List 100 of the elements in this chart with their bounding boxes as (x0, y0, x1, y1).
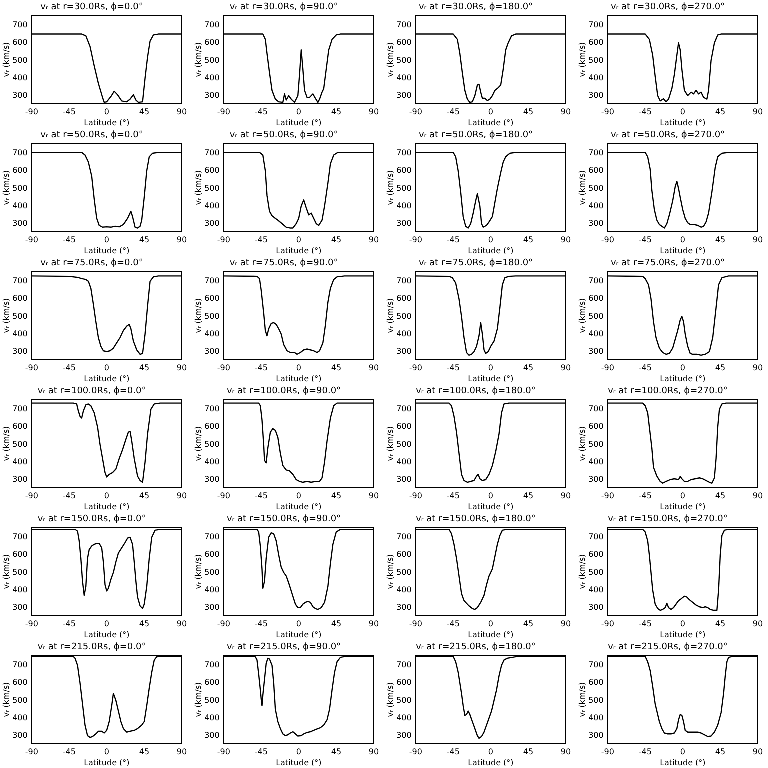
x-tick-label: -90 (25, 620, 38, 629)
x-tick-label: -90 (25, 236, 38, 245)
x-tick-label: -45 (62, 236, 76, 245)
y-tick-label: 700 (396, 404, 412, 414)
y-tick-label: 300 (204, 474, 220, 484)
x-tick-label: -90 (25, 492, 38, 501)
y-tick-label: 400 (12, 713, 28, 722)
x-tick-label: -45 (62, 748, 76, 757)
x-tick-label: -45 (446, 492, 460, 501)
y-tick-label: 500 (204, 184, 220, 193)
y-tick-label: 500 (204, 56, 220, 65)
y-tick-label: 400 (204, 585, 220, 594)
y-tick-label: 400 (588, 329, 604, 338)
y-axis-title: vᵣ (km/s) (194, 42, 203, 78)
y-tick-label: 300 (12, 90, 28, 100)
y-tick-label: 700 (12, 148, 28, 158)
y-tick-label: 300 (396, 730, 412, 740)
y-tick-label: 400 (588, 713, 604, 722)
chart-title: vᵣ at r=150.0Rs, ϕ=90.0° (226, 514, 342, 525)
y-tick-label: 500 (396, 568, 412, 577)
x-axis-title: Latitude (°) (468, 502, 514, 512)
x-axis-title: Latitude (°) (468, 118, 514, 128)
y-axis-title: vᵣ (km/s) (578, 554, 587, 590)
x-tick-label: -90 (601, 748, 614, 757)
y-tick-label: 700 (396, 276, 412, 286)
y-tick-label: 500 (588, 56, 604, 65)
x-tick-label: -45 (446, 620, 460, 629)
y-tick-label: 300 (588, 602, 604, 612)
x-tick-label: 0 (296, 236, 302, 245)
y-axis-title: vᵣ (km/s) (386, 426, 395, 462)
x-tick-label: -90 (601, 492, 614, 501)
x-tick-label: -90 (409, 236, 422, 245)
y-tick-label: 700 (396, 20, 412, 30)
x-axis-title: Latitude (°) (660, 374, 706, 384)
x-tick-label: 45 (139, 492, 150, 501)
x-tick-label: -90 (409, 492, 422, 501)
x-tick-label: 0 (104, 236, 110, 245)
x-tick-label: 90 (368, 236, 380, 245)
x-tick-label: 0 (488, 748, 494, 757)
x-tick-label: 0 (296, 108, 302, 117)
x-axis-title: Latitude (°) (660, 246, 706, 256)
chart-title: vᵣ at r=50.0Rs, ϕ=270.0° (610, 130, 726, 141)
x-axis-title: Latitude (°) (468, 630, 514, 640)
x-tick-label: 45 (715, 620, 726, 629)
chart-title: vᵣ at r=30.0Rs, ϕ=90.0° (230, 2, 338, 13)
chart-title: vᵣ at r=150.0Rs, ϕ=180.0° (416, 514, 536, 525)
y-tick-label: 700 (396, 148, 412, 158)
y-tick-label: 300 (396, 346, 412, 356)
y-tick-label: 700 (396, 660, 412, 670)
y-axis-title: vᵣ (km/s) (578, 682, 587, 718)
y-tick-label: 300 (396, 474, 412, 484)
x-tick-label: 0 (488, 364, 494, 373)
x-tick-label: -90 (601, 236, 614, 245)
x-tick-label: -45 (254, 364, 268, 373)
y-tick-label: 300 (588, 474, 604, 484)
x-tick-label: -90 (217, 620, 230, 629)
y-axis-title: vᵣ (km/s) (2, 554, 11, 590)
x-tick-label: 45 (523, 236, 534, 245)
x-tick-label: 90 (560, 236, 572, 245)
y-tick-label: 500 (396, 696, 412, 705)
x-tick-label: 45 (715, 748, 726, 757)
y-axis-title: vᵣ (km/s) (2, 426, 11, 462)
y-tick-label: 400 (204, 201, 220, 210)
y-tick-label: 600 (396, 294, 412, 304)
x-tick-label: -90 (25, 748, 38, 757)
x-tick-label: -90 (217, 492, 230, 501)
chart-title: vᵣ at r=30.0Rs, ϕ=0.0° (40, 2, 144, 13)
x-tick-label: 90 (752, 492, 764, 501)
y-tick-label: 600 (204, 422, 220, 432)
y-tick-label: 400 (12, 73, 28, 82)
chart-title: vᵣ at r=75.0Rs, ϕ=270.0° (610, 258, 726, 269)
x-tick-label: -90 (601, 620, 614, 629)
chart-title: vᵣ at r=100.0Rs, ϕ=0.0° (38, 386, 146, 397)
chart-title: vᵣ at r=215.0Rs, ϕ=270.0° (608, 642, 728, 653)
y-tick-label: 600 (12, 38, 28, 48)
x-tick-label: 0 (296, 364, 302, 373)
x-tick-label: 90 (368, 748, 380, 757)
x-tick-label: 0 (680, 620, 686, 629)
y-tick-label: 400 (396, 585, 412, 594)
x-tick-label: 0 (104, 492, 110, 501)
x-tick-label: -45 (254, 748, 268, 757)
x-axis-title: Latitude (°) (660, 758, 706, 768)
x-axis-title: Latitude (°) (660, 630, 706, 640)
x-axis-title: Latitude (°) (468, 758, 514, 768)
x-tick-label: -90 (217, 236, 230, 245)
x-tick-label: -90 (25, 108, 38, 117)
chart-title: vᵣ at r=215.0Rs, ϕ=0.0° (38, 642, 146, 653)
x-tick-label: -45 (62, 108, 76, 117)
x-tick-label: 90 (560, 108, 572, 117)
x-axis-title: Latitude (°) (276, 630, 322, 640)
x-tick-label: 0 (296, 620, 302, 629)
x-tick-label: 90 (176, 108, 188, 117)
x-tick-label: 0 (680, 364, 686, 373)
chart-title: vᵣ at r=75.0Rs, ϕ=0.0° (40, 258, 144, 269)
x-tick-label: -45 (62, 620, 76, 629)
y-axis-title: vᵣ (km/s) (2, 682, 11, 718)
x-axis-title: Latitude (°) (660, 502, 706, 512)
y-tick-label: 400 (204, 713, 220, 722)
y-tick-label: 700 (12, 532, 28, 542)
y-tick-label: 600 (396, 166, 412, 176)
